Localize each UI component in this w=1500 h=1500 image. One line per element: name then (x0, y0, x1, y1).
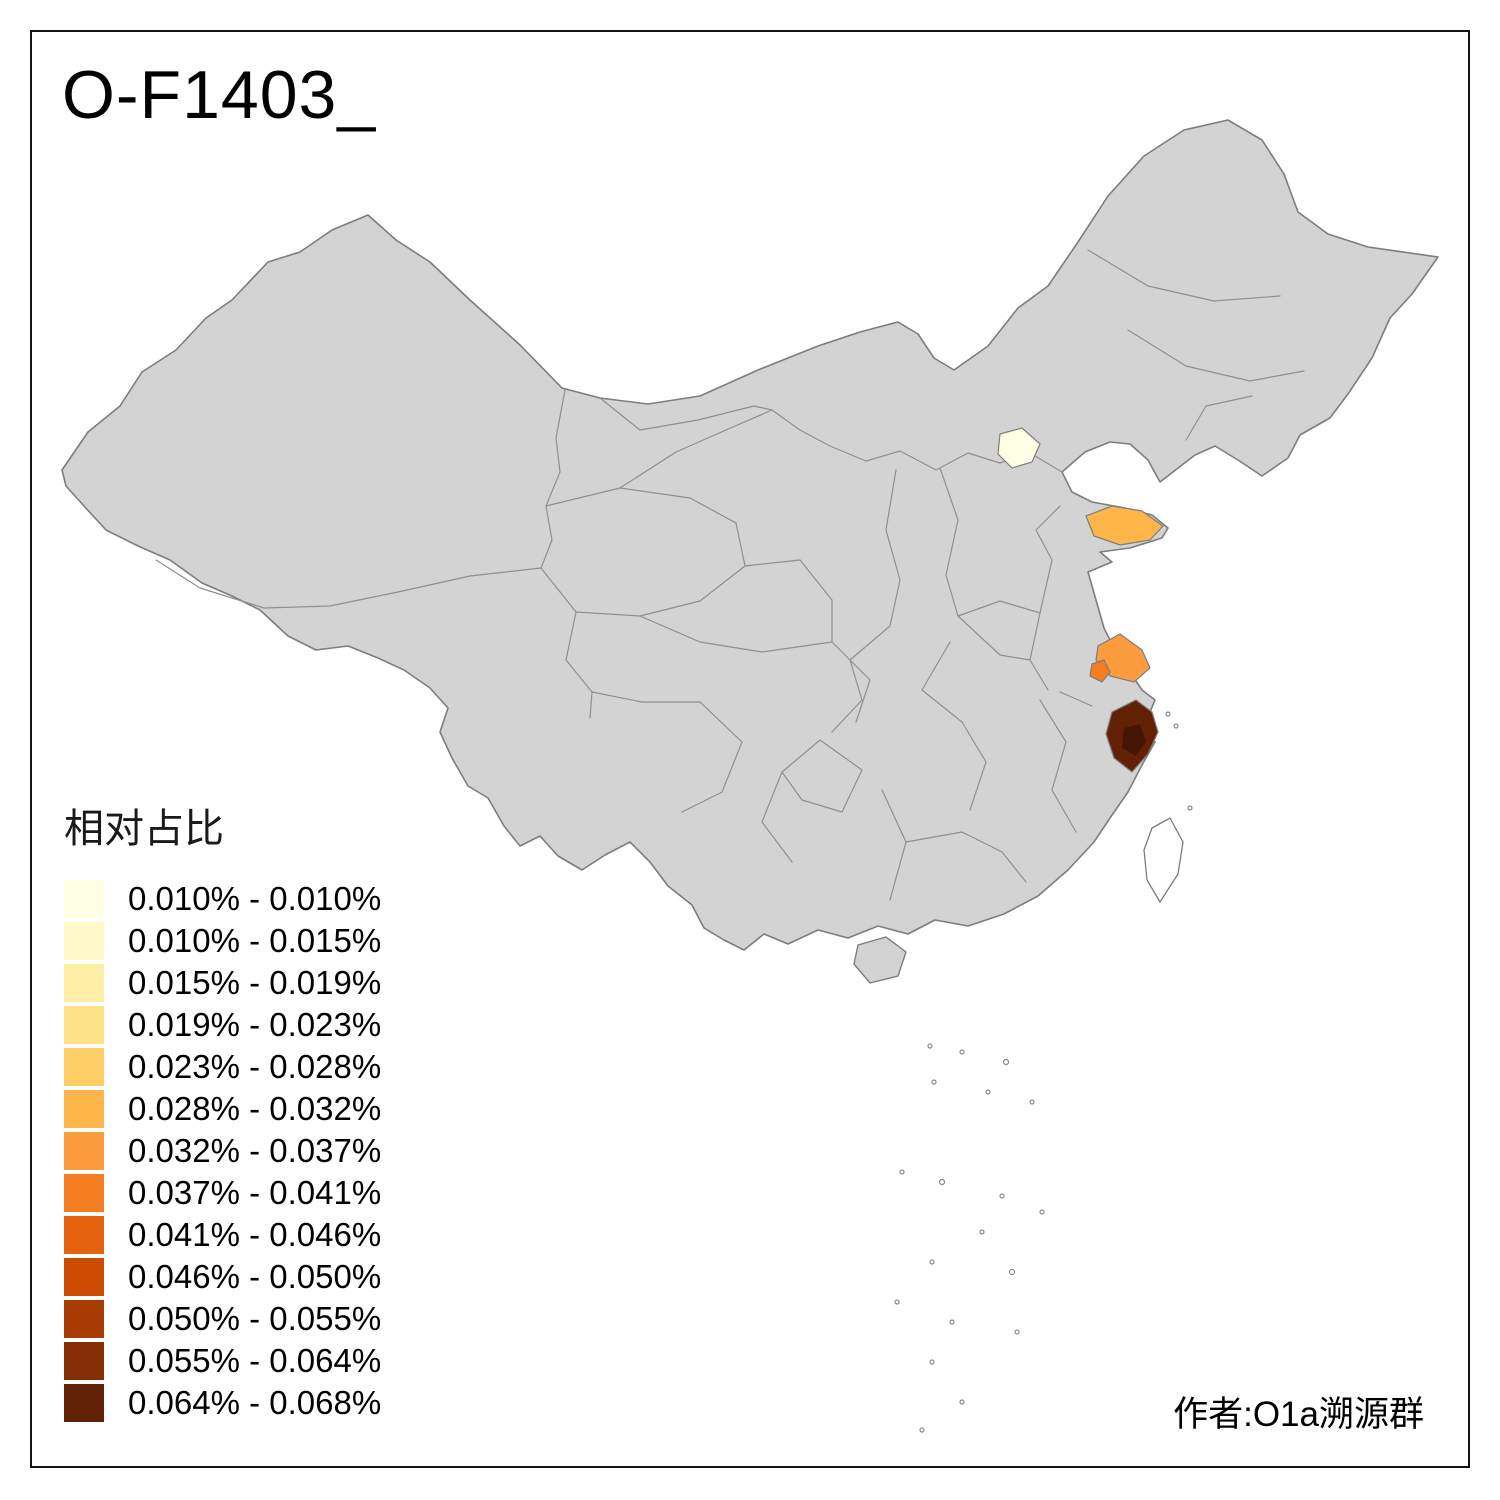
legend-rows: 0.010% - 0.010% 0.010% - 0.015% 0.015% - 0… (64, 878, 381, 1424)
china-mainland (61, 119, 1439, 951)
region-south-jiangsu (1089, 659, 1111, 683)
legend-label: 0.010% - 0.010% (128, 880, 382, 917)
region-zhejiang-inner (1122, 724, 1146, 756)
legend-row: 0.064% - 0.068% (64, 1382, 381, 1424)
legend-row: 0.010% - 0.010% (64, 878, 381, 920)
legend-label: 0.032% - 0.037% (128, 1132, 382, 1169)
legend-swatch (64, 1258, 104, 1296)
legend-swatch (64, 1174, 104, 1212)
legend-swatch (64, 1048, 104, 1086)
legend-row: 0.019% - 0.023% (64, 1004, 381, 1046)
region-shandong-peninsula (1085, 505, 1164, 546)
legend-label: 0.064% - 0.068% (128, 1384, 382, 1421)
legend-row: 0.055% - 0.064% (64, 1340, 381, 1382)
legend-label: 0.010% - 0.015% (128, 922, 382, 959)
legend-row: 0.032% - 0.037% (64, 1130, 381, 1172)
author-credit: 作者:O1a溯源群 (1173, 1395, 1424, 1434)
legend-swatch (64, 922, 104, 960)
legend-label: 0.015% - 0.019% (128, 964, 382, 1001)
legend-swatch (64, 1090, 104, 1128)
legend-swatch (64, 1384, 104, 1422)
legend-row: 0.041% - 0.046% (64, 1214, 381, 1256)
legend-title: 相对占比 (64, 807, 224, 851)
legend-swatch (64, 1342, 104, 1380)
legend-label: 0.028% - 0.032% (128, 1090, 382, 1127)
taiwan-island (1143, 817, 1184, 904)
legend-row: 0.015% - 0.019% (64, 962, 381, 1004)
legend-row: 0.037% - 0.041% (64, 1172, 381, 1214)
legend-swatch (64, 964, 104, 1002)
legend-swatch (64, 1132, 104, 1170)
legend-row: 0.010% - 0.015% (64, 920, 381, 962)
legend-label: 0.055% - 0.064% (128, 1342, 382, 1379)
legend-swatch (64, 880, 104, 918)
province-borders (155, 249, 1305, 901)
legend-row: 0.028% - 0.032% (64, 1088, 381, 1130)
legend-label: 0.046% - 0.050% (128, 1258, 382, 1295)
legend-swatch (64, 1006, 104, 1044)
legend-label: 0.050% - 0.055% (128, 1300, 382, 1337)
region-beijing (997, 427, 1041, 469)
legend-row: 0.023% - 0.028% (64, 1046, 381, 1088)
legend: 相对占比 0.010% - 0.010% 0.010% - 0.015% 0.015… (64, 796, 381, 1424)
legend-row: 0.046% - 0.050% (64, 1256, 381, 1298)
legend-swatch (64, 1216, 104, 1254)
legend-row: 0.050% - 0.055% (64, 1298, 381, 1340)
legend-label: 0.037% - 0.041% (128, 1174, 382, 1211)
legend-label: 0.023% - 0.028% (128, 1048, 382, 1085)
legend-label: 0.019% - 0.023% (128, 1006, 382, 1043)
legend-label: 0.041% - 0.046% (128, 1216, 382, 1253)
south-china-sea-islands (894, 711, 1193, 1433)
hainan-island (853, 936, 907, 984)
legend-swatch (64, 1300, 104, 1338)
page-title: O-F1403_ (62, 57, 377, 133)
